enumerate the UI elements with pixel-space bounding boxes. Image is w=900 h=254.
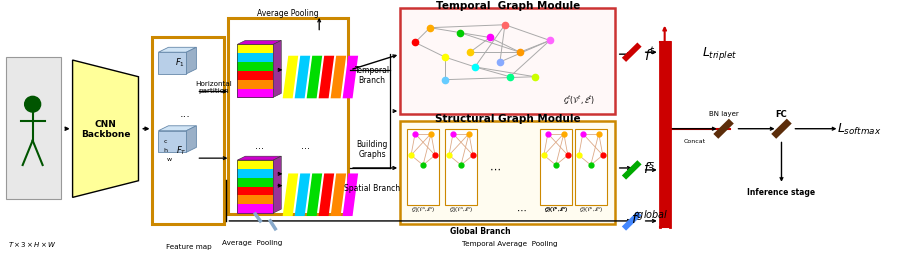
Bar [238, 196, 274, 205]
Text: Temporal  Graph Module: Temporal Graph Module [436, 1, 580, 11]
Bar [238, 72, 274, 81]
Text: Horizontal
partition: Horizontal partition [195, 81, 231, 94]
Polygon shape [158, 53, 186, 74]
Text: $f^t$: $f^t$ [644, 46, 656, 64]
Polygon shape [158, 131, 186, 153]
Bar [238, 80, 274, 90]
Text: Temporal
Branch: Temporal Branch [355, 66, 390, 85]
Polygon shape [307, 56, 322, 99]
Text: $f^s$: $f^s$ [644, 160, 656, 176]
Bar [660, 43, 670, 227]
Polygon shape [283, 174, 298, 216]
Text: Average  Pooling: Average Pooling [222, 239, 283, 245]
Polygon shape [238, 156, 282, 161]
Bar [238, 161, 274, 170]
Text: $L_{softmax}$: $L_{softmax}$ [837, 122, 882, 137]
Polygon shape [622, 43, 642, 63]
Polygon shape [186, 126, 196, 153]
Polygon shape [294, 174, 310, 216]
Bar [238, 187, 274, 197]
Polygon shape [714, 119, 734, 139]
Text: Inference stage: Inference stage [747, 187, 815, 196]
Bar [445, 129, 477, 205]
Polygon shape [330, 56, 346, 99]
Polygon shape [343, 174, 358, 216]
Text: Building
Graphs: Building Graphs [356, 139, 388, 158]
Polygon shape [283, 56, 298, 99]
Text: BN layer: BN layer [708, 110, 739, 117]
Polygon shape [73, 61, 139, 198]
Text: Spatial Branch: Spatial Branch [344, 183, 400, 192]
Polygon shape [158, 126, 196, 131]
Text: $L_{triplet}$: $L_{triplet}$ [702, 44, 737, 61]
Bar [238, 63, 274, 73]
Polygon shape [319, 56, 334, 99]
Bar [407, 129, 439, 205]
Text: h: h [164, 147, 167, 152]
Bar [238, 54, 274, 64]
Bar [575, 129, 607, 205]
Bar [238, 45, 274, 55]
Text: $\mathcal{G}_T^s(\mathcal{V}^s, \mathcal{E}^s)$: $\mathcal{G}_T^s(\mathcal{V}^s, \mathcal… [544, 204, 568, 214]
Polygon shape [158, 48, 196, 53]
Text: Global Branch: Global Branch [450, 226, 510, 235]
Text: c: c [164, 138, 167, 144]
Text: ...: ... [301, 141, 310, 151]
Bar [238, 161, 274, 213]
Polygon shape [274, 156, 282, 213]
Polygon shape [622, 211, 642, 231]
Text: $f^{global}$: $f^{global}$ [631, 208, 669, 226]
Text: Structural Graph Module: Structural Graph Module [435, 114, 580, 123]
Polygon shape [343, 56, 358, 99]
Text: $\mathcal{G}_T^s(\mathcal{V}^s, \mathcal{E}^s)$: $\mathcal{G}_T^s(\mathcal{V}^s, \mathcal… [544, 204, 568, 214]
Bar [229, 19, 348, 214]
Polygon shape [307, 174, 322, 216]
Polygon shape [771, 119, 792, 139]
Bar [238, 89, 274, 99]
Polygon shape [186, 48, 196, 74]
Polygon shape [294, 56, 310, 99]
Polygon shape [238, 41, 282, 45]
Bar [238, 178, 274, 188]
Polygon shape [330, 174, 346, 216]
Bar [400, 121, 615, 224]
Text: Concat: Concat [684, 138, 706, 144]
Text: $\mathcal{G}^t(\mathcal{V}^t, \mathcal{E}^t)$: $\mathcal{G}^t(\mathcal{V}^t, \mathcal{E… [562, 93, 595, 107]
Bar [152, 38, 224, 224]
Bar [238, 169, 274, 179]
Text: w: w [166, 156, 172, 161]
Text: $\cdots$: $\cdots$ [516, 204, 526, 214]
Polygon shape [274, 41, 282, 98]
Text: $\cdots$: $\cdots$ [489, 163, 501, 173]
Text: ...: ... [255, 141, 264, 151]
Text: $\mathcal{G}_1^s(\mathcal{V}^s, \mathcal{E}^s)$: $\mathcal{G}_1^s(\mathcal{V}^s, \mathcal… [410, 204, 436, 214]
Polygon shape [319, 174, 334, 216]
Bar [400, 9, 615, 115]
Circle shape [24, 97, 40, 113]
Text: $F_T$: $F_T$ [176, 144, 187, 156]
Text: $\mathcal{G}_2^s(\mathcal{V}^s, \mathcal{E}^s)$: $\mathcal{G}_2^s(\mathcal{V}^s, \mathcal… [449, 204, 473, 214]
Bar [238, 45, 274, 98]
Text: Feature map: Feature map [166, 244, 212, 249]
Text: $F_1$: $F_1$ [176, 57, 185, 69]
Text: FC: FC [776, 109, 788, 118]
Bar [540, 129, 572, 205]
Bar [238, 204, 274, 214]
Text: Average Pooling: Average Pooling [257, 9, 320, 18]
Text: CNN
Backbone: CNN Backbone [81, 120, 130, 139]
Text: Temporal Average  Pooling: Temporal Average Pooling [462, 241, 558, 247]
Bar [5, 58, 60, 200]
Text: $\mathcal{G}_T^s(\mathcal{V}^s, \mathcal{E}^s)$: $\mathcal{G}_T^s(\mathcal{V}^s, \mathcal… [579, 204, 603, 214]
Polygon shape [622, 161, 642, 180]
Text: $T \times 3 \times H \times W$: $T \times 3 \times H \times W$ [8, 239, 57, 248]
Text: ...: ... [180, 109, 191, 119]
